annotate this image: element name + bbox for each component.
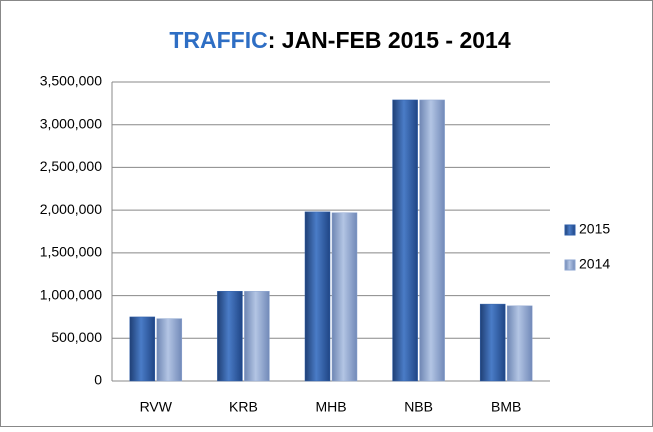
x-tick-label: NBB	[404, 399, 433, 415]
bar	[506, 305, 533, 382]
x-tick-label: BMB	[491, 399, 521, 415]
y-tick-label: 500,000	[51, 329, 102, 345]
y-tick-label: 1,000,000	[40, 286, 102, 302]
bar	[304, 211, 331, 382]
y-tick-label: 3,000,000	[40, 115, 102, 131]
title-rest: : JAN-FEB 2015 - 2014	[268, 27, 511, 53]
legend-swatch	[564, 259, 576, 271]
legend-label: 2015	[579, 221, 610, 237]
chart-title: TRAFFIC: JAN-FEB 2015 - 2014	[169, 27, 510, 53]
bar	[392, 99, 418, 382]
bar	[331, 212, 358, 382]
y-tick-label: 2,000,000	[40, 201, 102, 217]
y-tick-label: 0	[94, 372, 102, 388]
legend-label: 2014	[579, 256, 610, 272]
legend-swatch	[564, 224, 576, 236]
bar	[217, 291, 243, 382]
y-tick-label: 3,500,000	[40, 73, 102, 89]
y-tick-label: 2,500,000	[40, 158, 102, 174]
x-tick-label: MHB	[315, 399, 346, 415]
x-tick-label: RVW	[140, 399, 173, 415]
bar	[479, 303, 506, 382]
bar	[129, 316, 156, 382]
y-tick-label: 1,500,000	[40, 244, 102, 260]
bar	[244, 291, 270, 382]
bar	[419, 99, 445, 382]
title-highlight: TRAFFIC	[169, 27, 267, 53]
bar	[156, 318, 183, 382]
x-tick-label: KRB	[229, 399, 258, 415]
